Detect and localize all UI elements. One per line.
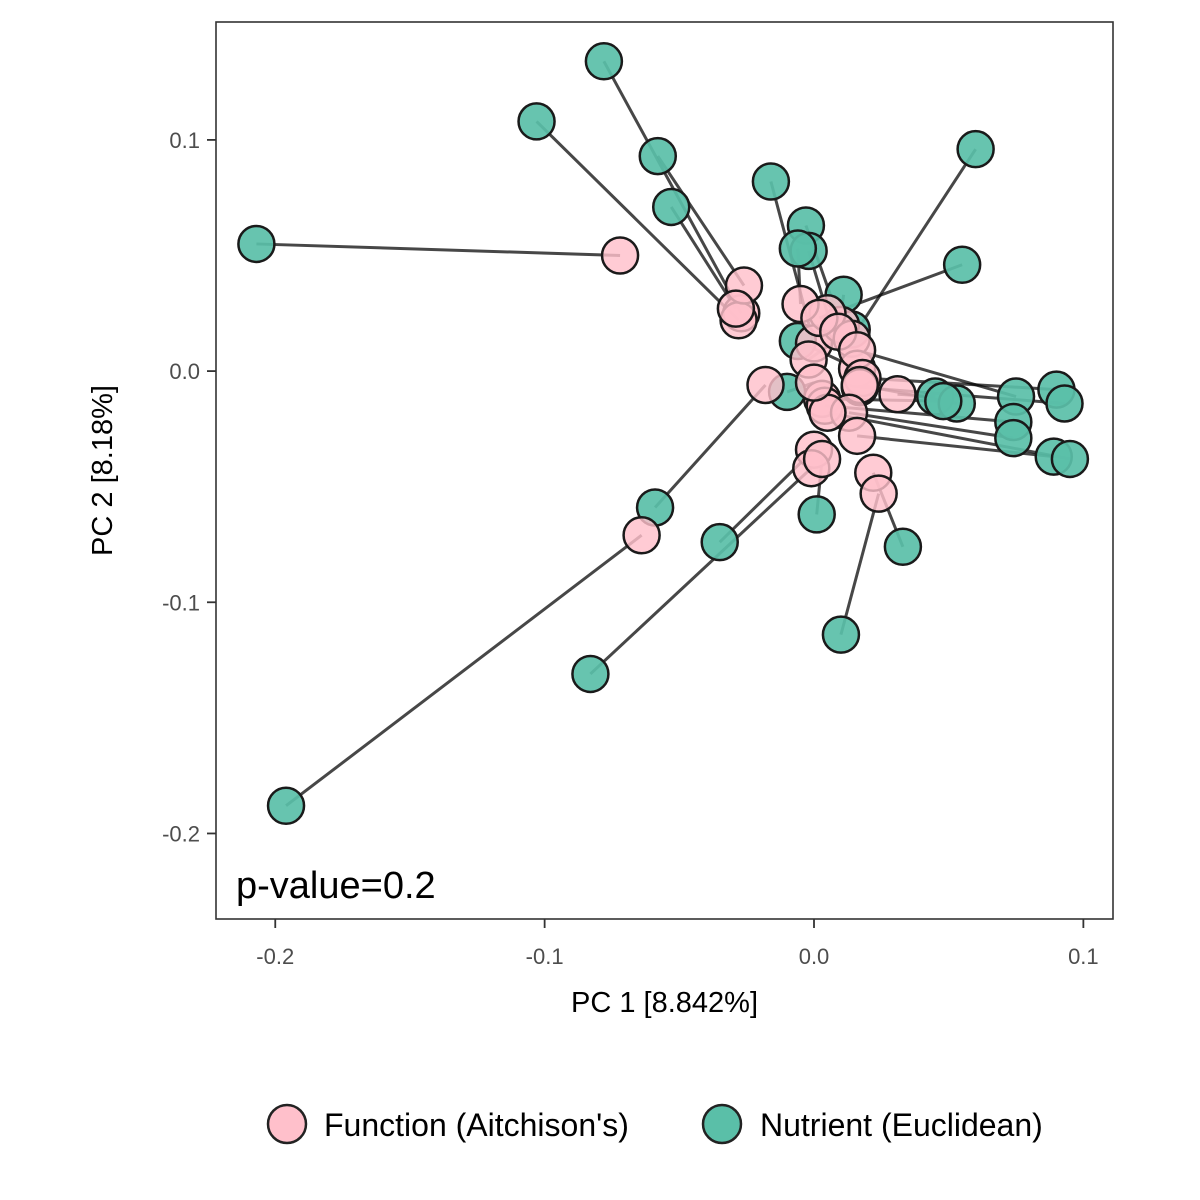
nutrient-point: [797, 495, 836, 534]
y-tick-label: 0.1: [169, 128, 200, 153]
legend: Function (Aitchison's) Nutrient (Euclide…: [266, 1103, 1043, 1145]
legend-nutrient-label: Nutrient (Euclidean): [760, 1107, 1043, 1143]
function-point: [837, 416, 877, 456]
pair-segment: [848, 411, 1014, 440]
nutrient-point: [237, 224, 276, 264]
pair-segment: [285, 534, 643, 807]
y-tick-label: 0.0: [169, 359, 200, 384]
x-axis-title: PC 1 [8.842%]: [571, 987, 758, 1019]
nutrient-point: [1045, 384, 1084, 423]
nutrient-point: [924, 381, 963, 421]
pair-segment: [653, 383, 767, 509]
function-point: [794, 363, 834, 402]
function-point: [878, 374, 917, 414]
nutrient-point: [994, 418, 1033, 458]
nutrient-point: [517, 102, 556, 141]
nutrient-point: [1050, 439, 1090, 479]
nutrient-point: [751, 162, 791, 201]
function-points: [600, 236, 917, 555]
pair-segment: [656, 155, 746, 287]
nutrient-point: [266, 786, 306, 825]
legend-function-label: Function (Aitchison's): [324, 1107, 629, 1143]
nutrient-point: [956, 129, 995, 169]
y-axis-title: PC 2 [8.18%]: [87, 385, 119, 556]
function-point: [600, 236, 640, 275]
legend-nutrient-swatch: [701, 1103, 743, 1145]
x-tick-label: 0.1: [1068, 944, 1099, 969]
pair-segment: [850, 148, 977, 340]
pair-segment: [589, 467, 813, 676]
function-point: [746, 365, 785, 405]
function-point: [622, 515, 661, 555]
y-axis: -0.2 -0.1 0.0 0.1: [162, 128, 216, 846]
nutrient-point: [638, 136, 678, 176]
function-point: [802, 439, 842, 479]
p-value-annotation: p-value=0.2: [236, 865, 436, 907]
pair-segment: [602, 60, 743, 315]
panel-border: [215, 21, 1114, 920]
x-axis: -0.2 -0.1 0.0 0.1: [256, 919, 1099, 969]
x-tick-label: -0.2: [256, 944, 294, 969]
nutrient-point: [571, 654, 610, 694]
legend-function-swatch: [266, 1103, 308, 1145]
pair-segment: [256, 242, 621, 257]
pair-segment: [535, 120, 740, 322]
pair-segment: [669, 206, 738, 310]
x-tick-label: 0.0: [799, 944, 830, 969]
nutrient-point: [700, 522, 739, 562]
nutrient-point: [821, 615, 861, 654]
pair-segment: [839, 493, 881, 636]
nutrient-point: [942, 245, 982, 284]
y-tick-label: -0.1: [162, 590, 200, 615]
x-tick-label: -0.1: [526, 944, 564, 969]
nutrient-point: [651, 187, 691, 227]
nutrient-point: [584, 42, 624, 81]
function-point: [859, 474, 898, 513]
function-point: [716, 289, 756, 328]
nutrient-point: [883, 527, 923, 567]
nutrient-point: [778, 229, 818, 268]
pair-segment: [856, 348, 1017, 398]
y-tick-label: -0.2: [162, 821, 200, 846]
